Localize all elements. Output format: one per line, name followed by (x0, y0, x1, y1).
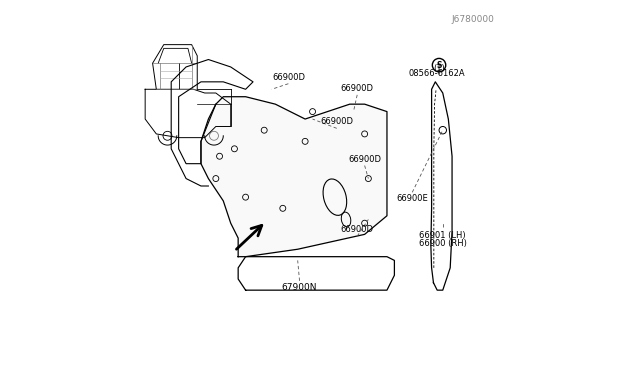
Text: 08566-6162A: 08566-6162A (409, 69, 465, 78)
Text: 66900D: 66900D (348, 155, 381, 164)
Text: 66900D: 66900D (340, 225, 374, 234)
Text: 66900D: 66900D (272, 73, 305, 82)
Text: 66900 (RH): 66900 (RH) (419, 239, 467, 248)
Text: 66900D: 66900D (340, 84, 374, 93)
Text: 67900N: 67900N (282, 283, 317, 292)
Text: 66900D: 66900D (320, 118, 353, 126)
Text: 66901 (LH): 66901 (LH) (419, 231, 466, 240)
Text: 66900E: 66900E (396, 194, 428, 203)
Polygon shape (201, 97, 387, 257)
Text: (1): (1) (433, 64, 445, 73)
Text: S: S (436, 61, 442, 70)
Text: J6780000: J6780000 (452, 15, 495, 24)
